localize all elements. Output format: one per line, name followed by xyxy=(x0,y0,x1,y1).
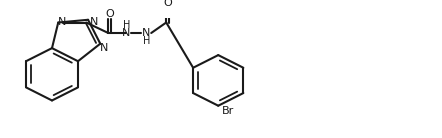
Text: N: N xyxy=(58,17,66,27)
Text: N: N xyxy=(100,43,108,53)
Text: O: O xyxy=(164,0,173,8)
Text: N: N xyxy=(142,28,150,38)
Text: N: N xyxy=(90,17,98,26)
Text: H: H xyxy=(143,36,150,46)
Text: H: H xyxy=(122,20,130,30)
Text: O: O xyxy=(106,9,114,19)
Text: Br: Br xyxy=(222,106,234,116)
Text: N: N xyxy=(122,28,130,38)
